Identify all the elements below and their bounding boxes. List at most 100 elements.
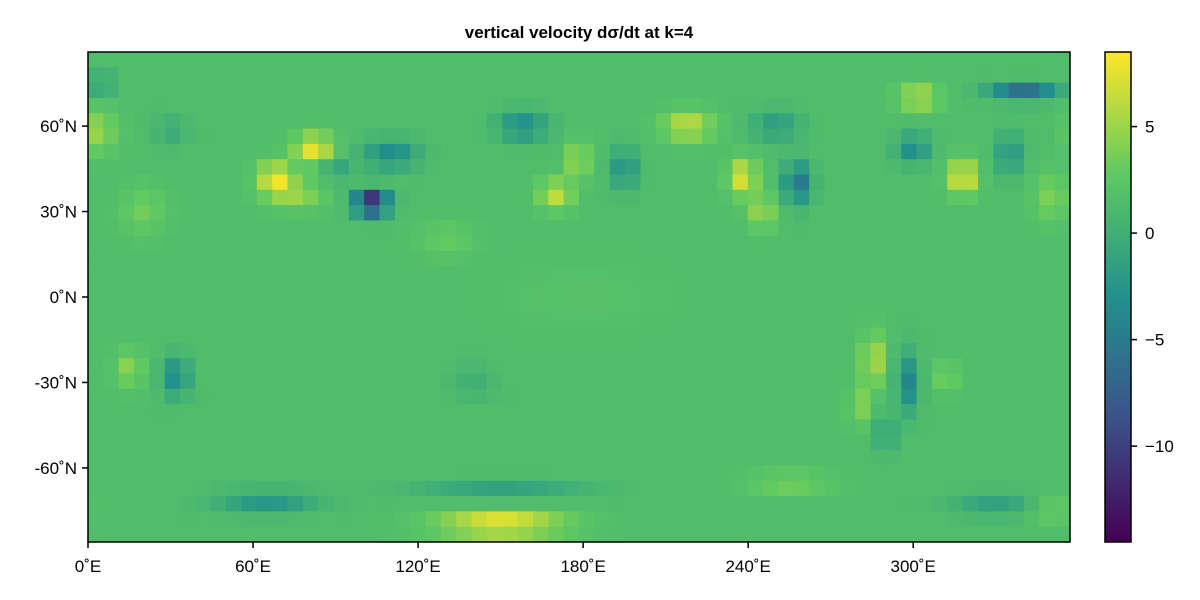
heatmap-cell <box>318 189 335 206</box>
heatmap-cell <box>134 143 150 160</box>
heatmap-cell <box>625 52 641 68</box>
heatmap-cell <box>456 82 473 99</box>
heatmap-cell <box>717 174 734 191</box>
heatmap-cell <box>594 526 611 542</box>
heatmap-cell <box>517 450 534 467</box>
heatmap-cell <box>226 113 243 130</box>
heatmap-cell <box>732 67 749 84</box>
heatmap-cell <box>977 388 994 405</box>
heatmap-cell <box>947 526 964 542</box>
heatmap-cell <box>579 159 595 176</box>
heatmap-cell <box>686 327 703 344</box>
heatmap-cell <box>241 327 258 344</box>
heatmap-cell <box>348 189 365 206</box>
heatmap-cell <box>1023 312 1040 329</box>
heatmap-cell <box>1039 174 1056 191</box>
heatmap-cell <box>579 327 595 344</box>
heatmap-cell <box>548 143 565 160</box>
heatmap-cell <box>164 480 181 497</box>
heatmap-cell <box>609 82 626 99</box>
heatmap-cell <box>993 327 1010 344</box>
heatmap-cell <box>594 189 611 206</box>
heatmap-cell <box>962 159 979 176</box>
heatmap-cell <box>256 526 273 542</box>
heatmap-cell <box>195 312 212 329</box>
heatmap-cell <box>486 465 503 482</box>
heatmap-cell <box>640 251 657 267</box>
heatmap-cell <box>333 128 350 145</box>
heatmap-cell <box>763 97 780 114</box>
heatmap-cell <box>594 496 611 512</box>
heatmap-cell <box>855 220 872 237</box>
heatmap-cell <box>226 281 243 298</box>
heatmap-cell <box>732 526 749 542</box>
heatmap-cell <box>210 174 227 191</box>
heatmap-cell <box>180 220 196 237</box>
heatmap-cell <box>901 404 918 421</box>
heatmap-cell <box>333 342 350 359</box>
heatmap-cell <box>625 159 641 176</box>
heatmap-cell <box>364 480 381 497</box>
heatmap-cell <box>947 251 964 267</box>
heatmap-cell <box>717 220 734 237</box>
heatmap-cell <box>962 113 979 130</box>
heatmap-cell <box>302 235 319 252</box>
heatmap-cell <box>164 82 181 99</box>
heatmap-cell <box>425 312 442 329</box>
heatmap-cell <box>793 189 810 206</box>
heatmap-cell <box>241 434 258 451</box>
heatmap-cell <box>348 358 365 375</box>
heatmap-cell <box>609 511 626 528</box>
heatmap-cell <box>671 388 687 405</box>
heatmap-cell <box>763 342 780 359</box>
heatmap-cell <box>302 220 319 237</box>
heatmap-cell <box>333 113 350 130</box>
heatmap-cell <box>1008 235 1025 252</box>
heatmap-cell <box>1008 404 1025 421</box>
heatmap-cell <box>118 496 135 512</box>
heatmap-cell <box>164 496 181 512</box>
heatmap-cell <box>241 419 258 436</box>
heatmap-cell <box>394 266 411 283</box>
heatmap-cell <box>471 450 488 467</box>
heatmap-cell <box>793 373 810 390</box>
heatmap-cell <box>118 97 135 114</box>
heatmap-cell <box>885 480 902 497</box>
heatmap-cell <box>962 297 979 313</box>
heatmap-cell <box>425 480 442 497</box>
heatmap-cell <box>379 526 396 542</box>
heatmap-cell <box>609 526 626 542</box>
heatmap-cell <box>195 281 212 298</box>
heatmap-cell <box>134 220 150 237</box>
heatmap-cell <box>164 511 181 528</box>
heatmap-cell <box>1023 97 1040 114</box>
heatmap-cell <box>640 327 657 344</box>
heatmap-cell <box>747 388 764 405</box>
heatmap-cell <box>732 297 749 313</box>
heatmap-cell <box>579 526 595 542</box>
heatmap-cell <box>502 67 519 84</box>
heatmap-cell <box>486 434 503 451</box>
heatmap-cell <box>103 67 120 84</box>
heatmap-cell <box>609 480 626 497</box>
heatmap-cell <box>763 220 780 237</box>
heatmap-cell <box>655 174 672 191</box>
heatmap-cell <box>318 526 335 542</box>
heatmap-cell <box>579 67 595 84</box>
heatmap-cell <box>302 419 319 436</box>
heatmap-cell <box>241 480 258 497</box>
heatmap-cell <box>993 388 1010 405</box>
heatmap-cell <box>149 220 166 237</box>
heatmap-cell <box>425 511 442 528</box>
heatmap-cell <box>563 465 580 482</box>
heatmap-cell <box>732 220 749 237</box>
heatmap-cell <box>655 419 672 436</box>
heatmap-cell <box>1023 235 1040 252</box>
heatmap-cell <box>717 52 734 68</box>
heatmap-cell <box>88 388 104 405</box>
heatmap-cell <box>241 128 258 145</box>
heatmap-cell <box>931 266 948 283</box>
heatmap-cell <box>164 67 181 84</box>
heatmap-cell <box>594 312 611 329</box>
heatmap-cell <box>272 342 289 359</box>
